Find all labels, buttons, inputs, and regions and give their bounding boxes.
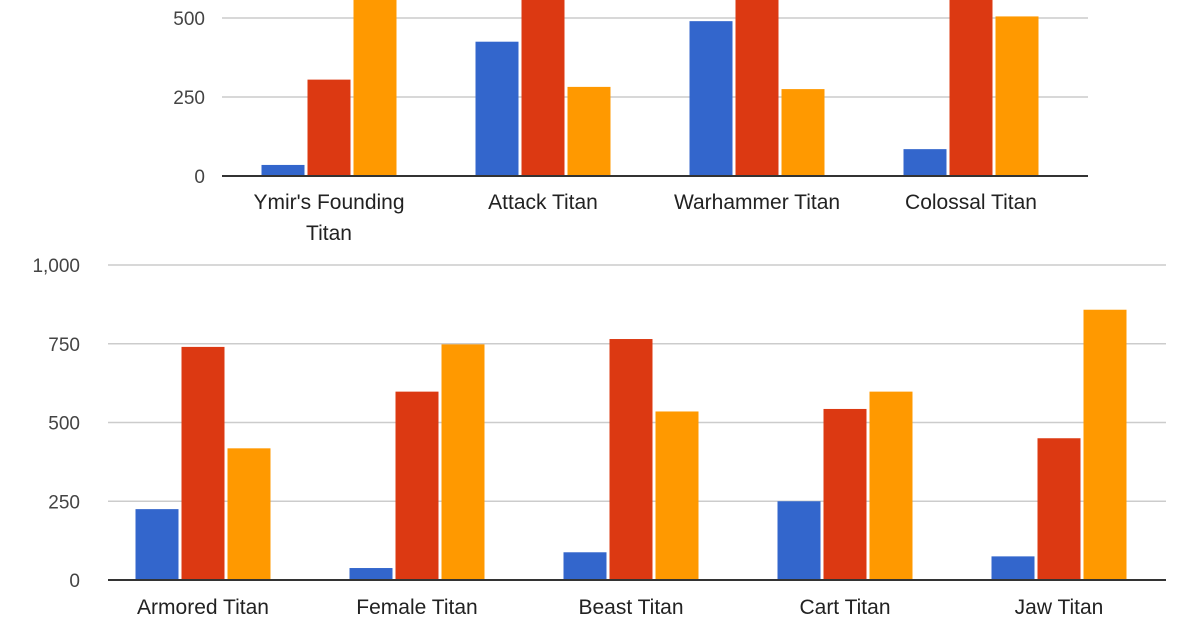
bar bbox=[995, 16, 1039, 176]
bar bbox=[991, 556, 1035, 580]
bar bbox=[903, 149, 947, 176]
bar bbox=[781, 89, 825, 176]
bar bbox=[261, 164, 305, 176]
bar bbox=[689, 21, 733, 176]
bar bbox=[441, 344, 485, 580]
y-tick-label: 750 bbox=[48, 335, 80, 356]
bar bbox=[777, 501, 821, 580]
bar bbox=[869, 391, 913, 580]
bar bbox=[395, 391, 439, 580]
bar bbox=[735, 0, 779, 176]
category-label: Warhammer Titan bbox=[674, 191, 840, 214]
bar bbox=[521, 0, 565, 176]
bar bbox=[307, 79, 351, 176]
category-label: Ymir's Founding Titan bbox=[253, 191, 404, 245]
bar bbox=[823, 408, 867, 580]
bar bbox=[567, 86, 611, 176]
bars bbox=[261, 0, 1039, 176]
y-tick-label: 0 bbox=[69, 571, 80, 592]
bar bbox=[353, 0, 397, 176]
category-label: Jaw Titan bbox=[1015, 596, 1104, 619]
category-label: Beast Titan bbox=[578, 596, 683, 619]
y-tick-label: 250 bbox=[173, 88, 205, 109]
bar bbox=[349, 568, 393, 580]
bar bbox=[135, 509, 179, 580]
category-label: Attack Titan bbox=[488, 191, 598, 214]
y-tick-label: 250 bbox=[48, 492, 80, 513]
bar bbox=[1083, 309, 1127, 580]
bar bbox=[1037, 438, 1081, 580]
bar bbox=[475, 41, 519, 176]
bar bbox=[609, 339, 653, 580]
bar bbox=[563, 552, 607, 580]
y-tick-label: 0 bbox=[194, 167, 205, 188]
y-tick-label: 1,000 bbox=[32, 256, 80, 277]
chart-bottom: 0 250 500 750 1,000 Armored Titan Female Titan… bbox=[32, 256, 1166, 619]
bar bbox=[949, 0, 993, 176]
y-tick-label: 500 bbox=[48, 414, 80, 435]
category-label: Cart Titan bbox=[799, 596, 890, 619]
category-label: Colossal Titan bbox=[905, 191, 1037, 214]
bar bbox=[181, 346, 225, 580]
bars bbox=[135, 309, 1127, 580]
category-label: Armored Titan bbox=[137, 596, 269, 619]
y-tick-label: 500 bbox=[173, 9, 205, 30]
bar bbox=[227, 448, 271, 580]
category-label: Female Titan bbox=[356, 596, 477, 619]
chart-top: 0 250 500 Ymir's Founding Titan Attack Titan W… bbox=[173, 0, 1088, 245]
bar bbox=[655, 411, 699, 580]
